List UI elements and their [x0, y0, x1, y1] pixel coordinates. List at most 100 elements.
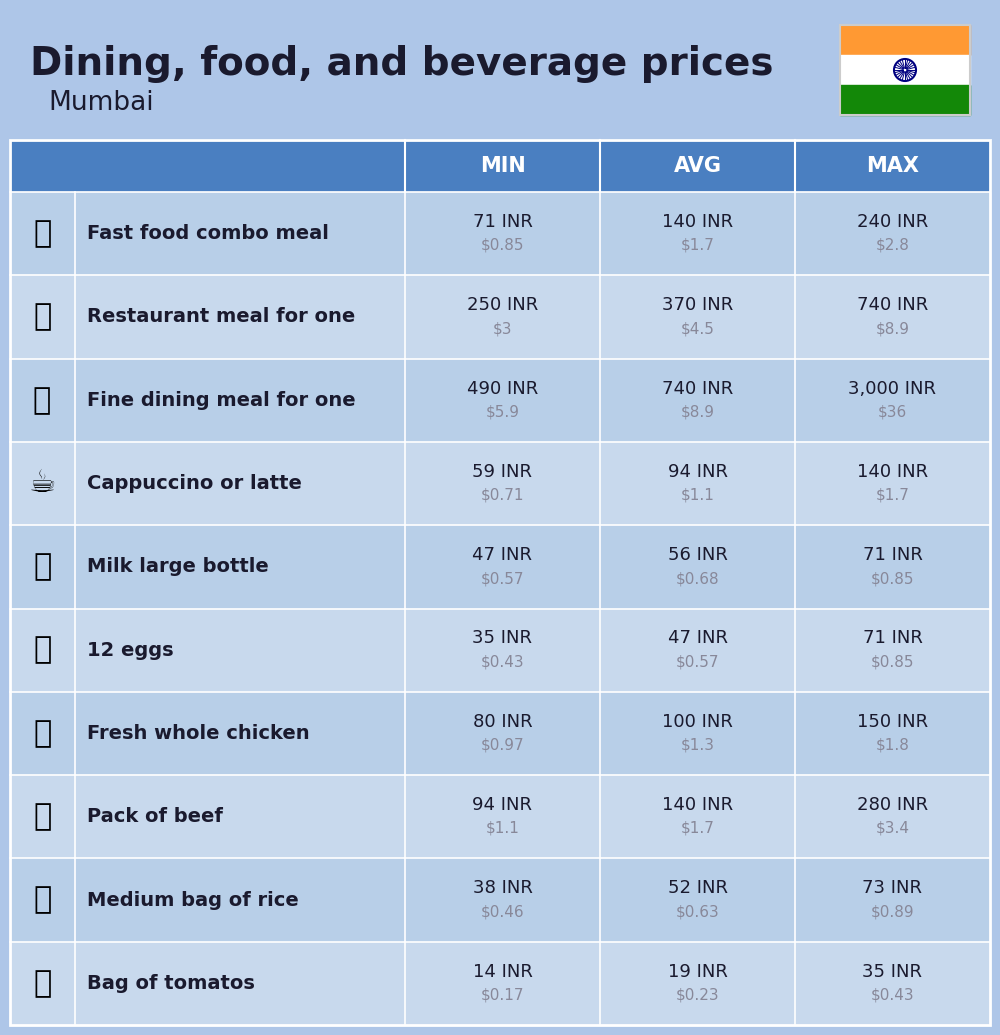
Text: 140 INR: 140 INR [662, 213, 733, 231]
Text: $1.1: $1.1 [681, 487, 714, 503]
Text: ☕: ☕ [29, 469, 56, 498]
Text: 490 INR: 490 INR [467, 380, 538, 397]
Text: $0.43: $0.43 [481, 654, 524, 670]
Text: $0.71: $0.71 [481, 487, 524, 503]
Text: $0.57: $0.57 [481, 571, 524, 586]
Bar [10, 775, 990, 858]
Text: $0.23: $0.23 [676, 987, 719, 1003]
Text: $3: $3 [493, 321, 512, 336]
Bar [10, 942, 990, 1025]
Text: 3,000 INR: 3,000 INR [848, 380, 936, 397]
Text: 🍔: 🍔 [33, 219, 52, 248]
Text: $0.97: $0.97 [481, 738, 524, 752]
Text: $0.85: $0.85 [871, 654, 914, 670]
Text: $8.9: $8.9 [680, 405, 714, 419]
Text: 71 INR: 71 INR [473, 213, 532, 231]
Text: Dining, food, and beverage prices: Dining, food, and beverage prices [30, 45, 774, 83]
Text: Medium bag of rice: Medium bag of rice [87, 890, 299, 910]
Text: Mumbai: Mumbai [48, 90, 154, 116]
Text: 150 INR: 150 INR [857, 713, 928, 731]
Text: $0.63: $0.63 [676, 905, 719, 919]
Text: 35 INR: 35 INR [473, 629, 532, 648]
Bar [10, 275, 990, 358]
Bar [10, 858, 990, 942]
Text: Cappuccino or latte: Cappuccino or latte [87, 474, 302, 493]
Text: Fine dining meal for one: Fine dining meal for one [87, 391, 356, 410]
Bar [10, 525, 990, 609]
Bar [840, 55, 970, 85]
Text: Restaurant meal for one: Restaurant meal for one [87, 307, 355, 326]
Text: 47 INR: 47 INR [473, 546, 532, 564]
Text: 35 INR: 35 INR [862, 963, 922, 981]
Text: $1.3: $1.3 [680, 738, 714, 752]
Text: Fast food combo meal: Fast food combo meal [87, 225, 329, 243]
Bar [840, 85, 970, 115]
Text: $0.17: $0.17 [481, 987, 524, 1003]
Text: 38 INR: 38 INR [473, 880, 532, 897]
Text: $0.57: $0.57 [676, 654, 719, 670]
Text: 740 INR: 740 INR [857, 296, 928, 315]
Text: $1.7: $1.7 [681, 238, 714, 253]
Text: $0.89: $0.89 [871, 905, 914, 919]
Text: 71 INR: 71 INR [863, 546, 922, 564]
Text: $4.5: $4.5 [681, 321, 714, 336]
Text: 140 INR: 140 INR [857, 463, 928, 481]
Text: 19 INR: 19 INR [668, 963, 727, 981]
Text: $1.1: $1.1 [486, 821, 519, 836]
Text: 59 INR: 59 INR [473, 463, 532, 481]
Text: 🍳: 🍳 [33, 302, 52, 331]
Text: Milk large bottle: Milk large bottle [87, 558, 269, 576]
Text: 🐔: 🐔 [33, 719, 52, 748]
Text: Bag of tomatos: Bag of tomatos [87, 974, 255, 993]
Text: $0.85: $0.85 [871, 571, 914, 586]
Text: Fresh whole chicken: Fresh whole chicken [87, 723, 310, 743]
Text: MIN: MIN [480, 156, 525, 176]
Text: 140 INR: 140 INR [662, 796, 733, 815]
Text: 73 INR: 73 INR [862, 880, 922, 897]
Text: 52 INR: 52 INR [668, 880, 728, 897]
Text: $0.85: $0.85 [481, 238, 524, 253]
Text: $1.7: $1.7 [876, 487, 909, 503]
Text: 🍽️: 🍽️ [33, 386, 52, 415]
Bar [10, 193, 990, 275]
Bar [10, 140, 990, 1025]
Bar [10, 140, 990, 193]
Text: $5.9: $5.9 [486, 405, 520, 419]
Text: AVG: AVG [674, 156, 722, 176]
Bar [10, 691, 990, 775]
Text: $3.4: $3.4 [876, 821, 910, 836]
Text: $36: $36 [878, 405, 907, 419]
Text: 🥛: 🥛 [33, 553, 52, 582]
Text: $1.8: $1.8 [876, 738, 909, 752]
Text: 740 INR: 740 INR [662, 380, 733, 397]
Text: 100 INR: 100 INR [662, 713, 733, 731]
Text: 240 INR: 240 INR [857, 213, 928, 231]
Text: $1.7: $1.7 [681, 821, 714, 836]
Text: $0.68: $0.68 [676, 571, 719, 586]
Bar [10, 609, 990, 691]
Text: 94 INR: 94 INR [668, 463, 728, 481]
Text: 🍅: 🍅 [33, 969, 52, 998]
Text: 71 INR: 71 INR [863, 629, 922, 648]
Text: $0.46: $0.46 [481, 905, 524, 919]
Text: 250 INR: 250 INR [467, 296, 538, 315]
Text: 94 INR: 94 INR [473, 796, 532, 815]
Text: 280 INR: 280 INR [857, 796, 928, 815]
Text: 370 INR: 370 INR [662, 296, 733, 315]
Text: 🍚: 🍚 [33, 886, 52, 915]
Text: 🥩: 🥩 [33, 802, 52, 831]
Text: 14 INR: 14 INR [473, 963, 532, 981]
Text: 56 INR: 56 INR [668, 546, 727, 564]
Text: $8.9: $8.9 [876, 321, 910, 336]
Bar [10, 358, 990, 442]
Bar [840, 25, 970, 55]
Text: 47 INR: 47 INR [668, 629, 728, 648]
Text: Pack of beef: Pack of beef [87, 807, 223, 826]
Text: 12 eggs: 12 eggs [87, 641, 174, 659]
Text: $2.8: $2.8 [876, 238, 909, 253]
Text: 80 INR: 80 INR [473, 713, 532, 731]
Text: MAX: MAX [866, 156, 919, 176]
Bar [10, 442, 990, 525]
Text: 🥚: 🥚 [33, 635, 52, 664]
Bar [840, 25, 970, 115]
